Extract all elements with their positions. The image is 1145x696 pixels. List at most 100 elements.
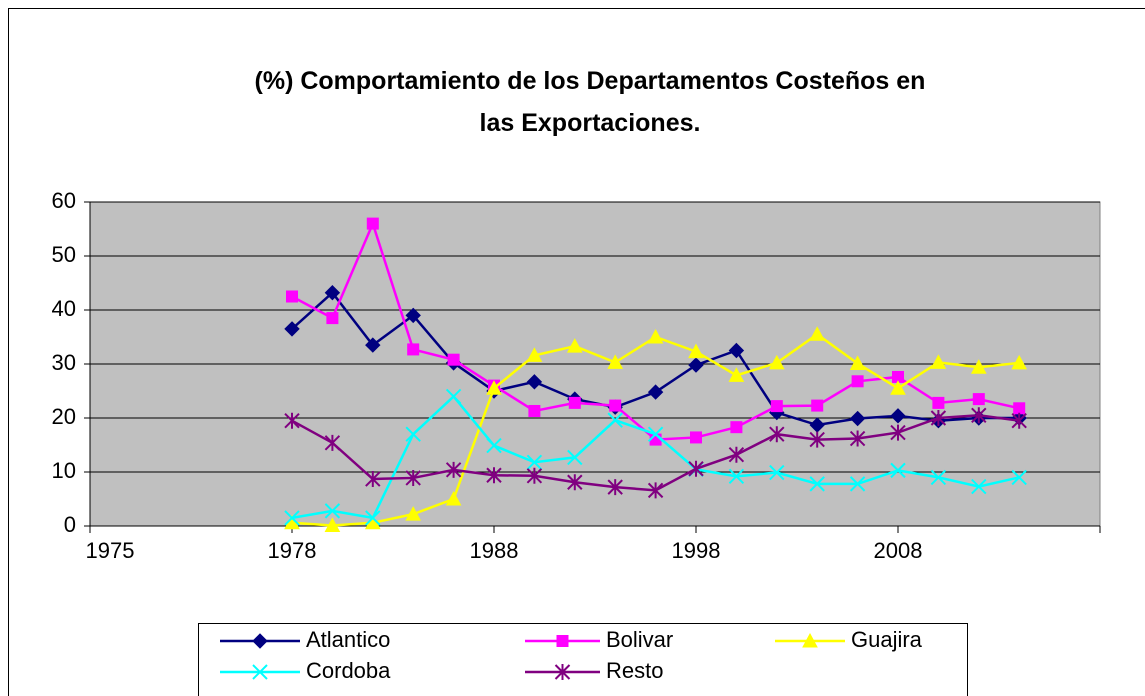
- marker: [366, 217, 379, 230]
- marker: [971, 478, 987, 495]
- marker: [447, 353, 460, 366]
- marker: [647, 384, 664, 400]
- marker: [568, 396, 581, 409]
- marker: [324, 517, 341, 532]
- marker: [284, 510, 300, 526]
- legend-label: Guajira: [851, 627, 923, 652]
- marker: [728, 342, 745, 359]
- marker: [688, 460, 704, 477]
- marker: [802, 632, 818, 648]
- marker: [890, 424, 906, 441]
- marker: [769, 426, 785, 443]
- y-tick-label: 60: [52, 188, 76, 213]
- y-tick-label: 20: [52, 404, 76, 429]
- marker: [809, 326, 826, 341]
- x-tick-label: 1975: [86, 538, 135, 563]
- marker: [688, 357, 704, 373]
- marker: [768, 354, 785, 370]
- marker: [567, 449, 583, 466]
- marker: [769, 464, 785, 481]
- marker: [811, 399, 824, 412]
- marker: [324, 503, 341, 519]
- marker: [324, 434, 341, 451]
- marker: [809, 476, 825, 492]
- marker: [607, 412, 623, 428]
- y-tick-label: 50: [52, 242, 76, 267]
- marker: [284, 321, 300, 337]
- marker: [770, 400, 783, 413]
- marker: [728, 367, 745, 382]
- x-tick-label: 1978: [268, 538, 317, 563]
- marker: [486, 467, 502, 484]
- marker: [365, 471, 381, 488]
- marker: [890, 462, 906, 479]
- marker: [690, 431, 702, 444]
- marker: [849, 410, 866, 427]
- marker: [932, 396, 945, 409]
- marker: [252, 633, 268, 649]
- marker: [849, 355, 866, 370]
- marker: [1011, 412, 1027, 429]
- marker: [1011, 469, 1027, 486]
- marker: [971, 407, 987, 424]
- marker: [647, 482, 664, 499]
- marker: [286, 290, 298, 303]
- legend-box: [198, 623, 968, 696]
- marker: [486, 380, 502, 395]
- marker: [849, 476, 866, 492]
- marker: [554, 664, 571, 680]
- marker: [809, 431, 825, 448]
- marker: [849, 430, 866, 447]
- marker: [445, 388, 462, 405]
- y-tick-label: 10: [52, 458, 76, 483]
- marker: [972, 393, 985, 406]
- y-tick-label: 30: [52, 350, 76, 375]
- marker: [486, 437, 502, 454]
- x-tick-label: 2008: [874, 538, 923, 563]
- marker: [445, 461, 462, 478]
- chart-title: (%) Comportamiento de los Departamentos …: [254, 67, 926, 137]
- marker: [930, 354, 947, 369]
- x-tick-label: 1988: [470, 538, 519, 563]
- marker: [930, 410, 947, 426]
- marker: [1011, 354, 1028, 370]
- marker: [405, 307, 421, 324]
- marker: [528, 404, 541, 417]
- legend-label: Bolivar: [606, 627, 673, 652]
- marker: [566, 338, 583, 353]
- marker: [405, 469, 421, 486]
- x-tick-label: 1998: [672, 538, 721, 563]
- marker: [970, 359, 987, 374]
- marker: [930, 469, 947, 486]
- chart-border: [8, 8, 1145, 696]
- marker: [405, 506, 422, 521]
- marker: [728, 446, 745, 463]
- marker: [526, 467, 543, 484]
- marker: [851, 375, 864, 388]
- y-tick-label: 40: [52, 296, 76, 321]
- marker: [445, 490, 462, 506]
- marker: [526, 374, 543, 390]
- marker: [326, 312, 339, 325]
- marker: [526, 454, 543, 470]
- marker: [1013, 402, 1026, 415]
- marker: [688, 343, 704, 359]
- marker: [730, 421, 743, 434]
- marker: [892, 370, 904, 383]
- marker: [405, 426, 421, 442]
- marker: [526, 347, 543, 362]
- marker: [284, 412, 300, 429]
- marker: [365, 337, 381, 353]
- marker: [607, 354, 624, 369]
- marker: [567, 474, 583, 491]
- marker: [252, 664, 268, 680]
- marker: [609, 399, 622, 412]
- marker: [728, 468, 745, 485]
- marker: [324, 285, 341, 301]
- legend-label: Resto: [606, 658, 663, 683]
- marker: [890, 408, 906, 424]
- marker: [607, 479, 623, 496]
- legend-label: Atlantico: [306, 627, 390, 652]
